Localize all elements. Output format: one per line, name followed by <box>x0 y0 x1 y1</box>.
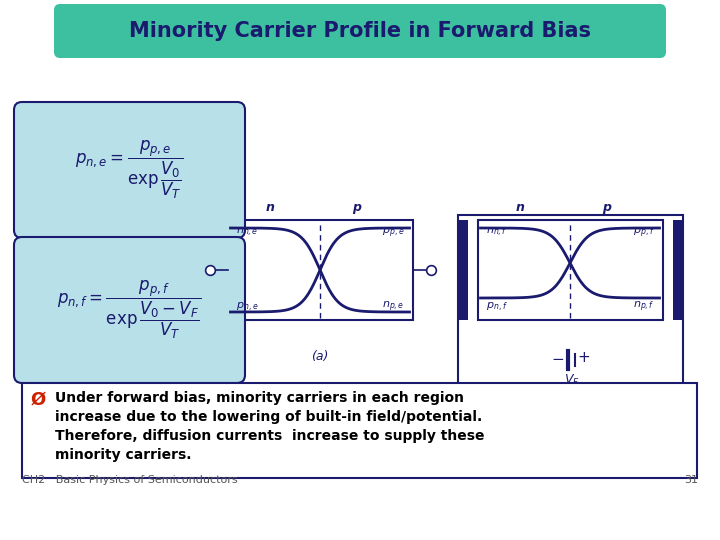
Text: p: p <box>353 201 361 214</box>
Bar <box>477 220 662 320</box>
Text: $-$: $-$ <box>552 350 564 366</box>
Text: n: n <box>266 201 274 214</box>
Text: p: p <box>603 201 611 214</box>
Text: Under forward bias, minority carriers in each region
increase due to the lowerin: Under forward bias, minority carriers in… <box>55 391 485 462</box>
Text: 31: 31 <box>684 475 698 485</box>
Bar <box>22 383 697 478</box>
Text: $p_{n,f}$: $p_{n,f}$ <box>485 301 507 314</box>
Text: $p_{n,e} = \dfrac{p_{p,e}}{\mathrm{exp}\,\dfrac{V_0}{V_T}}$: $p_{n,e} = \dfrac{p_{p,e}}{\mathrm{exp}\… <box>75 139 184 201</box>
FancyBboxPatch shape <box>54 4 666 58</box>
Text: Ø: Ø <box>30 391 45 409</box>
Text: CH2   Basic Physics of Semiconductors: CH2 Basic Physics of Semiconductors <box>22 475 238 485</box>
Text: $n_{p,f}$: $n_{p,f}$ <box>633 300 654 314</box>
Text: $p_{n,e}$: $p_{n,e}$ <box>235 301 258 314</box>
Text: $n_{p,e}$: $n_{p,e}$ <box>382 300 405 314</box>
Bar <box>228 220 413 320</box>
Text: (b): (b) <box>561 405 579 418</box>
FancyBboxPatch shape <box>14 237 245 383</box>
Bar <box>672 220 683 320</box>
Text: (a): (a) <box>311 350 329 363</box>
Text: n: n <box>516 201 524 214</box>
Text: $+$: $+$ <box>577 350 590 366</box>
Text: $p_{n,f} = \dfrac{p_{p,f}}{\mathrm{exp}\,\dfrac{V_0 - V_F}{V_T}}$: $p_{n,f} = \dfrac{p_{p,f}}{\mathrm{exp}\… <box>57 279 202 341</box>
Bar <box>457 220 467 320</box>
Text: $V_F$: $V_F$ <box>564 373 580 388</box>
Text: $n_{n,e}$: $n_{n,e}$ <box>235 226 258 239</box>
Text: $p_{p,f}$: $p_{p,f}$ <box>633 226 654 240</box>
Text: $n_{n,f}$: $n_{n,f}$ <box>485 226 507 239</box>
Text: $p_{p,e}$: $p_{p,e}$ <box>382 226 405 240</box>
Text: Minority Carrier Profile in Forward Bias: Minority Carrier Profile in Forward Bias <box>129 21 591 41</box>
Bar <box>457 215 683 395</box>
FancyBboxPatch shape <box>14 102 245 238</box>
